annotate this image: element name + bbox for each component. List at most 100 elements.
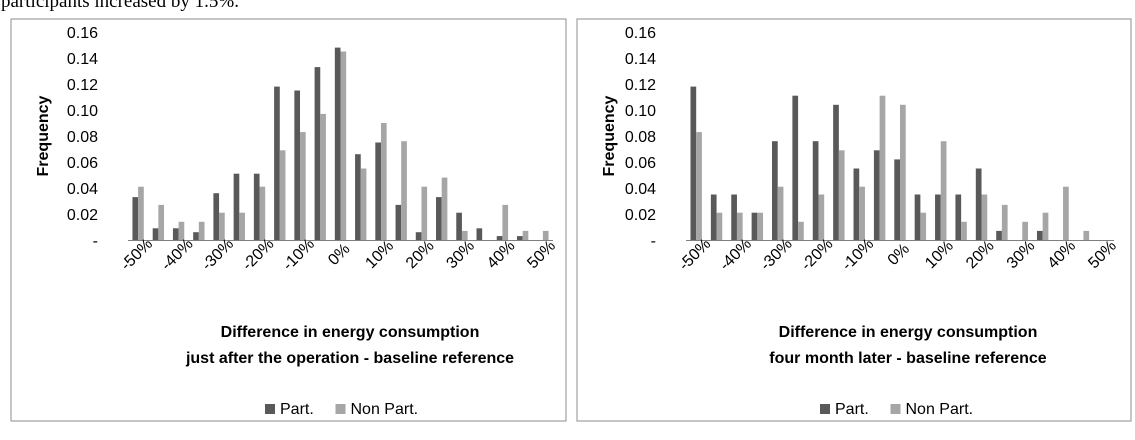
bar-non-part bbox=[757, 212, 764, 240]
bar-part bbox=[152, 228, 159, 240]
bar-part bbox=[132, 197, 139, 240]
y-axis-title: Frequency bbox=[601, 95, 618, 176]
legend-label-non-part: Non Part. bbox=[906, 401, 974, 418]
y-tick-label: 0.02 bbox=[625, 207, 656, 224]
bar-non-part bbox=[920, 212, 927, 240]
y-tick-label: 0.10 bbox=[67, 103, 98, 120]
x-axis-title-line2: just after the operation - baseline refe… bbox=[185, 350, 514, 367]
bar-part bbox=[914, 194, 921, 240]
bar-part bbox=[355, 154, 361, 240]
bar-part bbox=[213, 193, 220, 240]
bar-part bbox=[975, 168, 982, 240]
bar-non-part bbox=[461, 230, 468, 240]
y-tick-label: - bbox=[93, 233, 98, 250]
bar-non-part bbox=[879, 95, 886, 240]
bar-non-part bbox=[360, 168, 367, 240]
y-tick-label: 0.16 bbox=[625, 25, 656, 42]
legend-label-part: Part. bbox=[280, 401, 314, 418]
bar-part bbox=[334, 47, 341, 240]
bar-part bbox=[772, 141, 778, 240]
bar-part bbox=[731, 194, 737, 240]
x-axis-title-line1: Difference in energy consumption bbox=[221, 324, 480, 341]
chart-2: -0.020.040.060.080.100.120.140.16-50% -40… bbox=[576, 18, 1132, 422]
y-tick-label: 0.12 bbox=[67, 77, 98, 94]
bar-non-part bbox=[818, 194, 825, 240]
bar-part bbox=[710, 194, 717, 240]
bar-non-part bbox=[522, 230, 529, 240]
y-axis-title: Frequency bbox=[35, 95, 52, 176]
y-tick-label: 0.04 bbox=[67, 181, 98, 198]
bar-non-part bbox=[158, 204, 165, 240]
chart-panel bbox=[10, 18, 567, 422]
bar-part bbox=[274, 86, 280, 240]
bar-part bbox=[1036, 230, 1043, 240]
legend-swatch-part bbox=[820, 404, 830, 414]
bar-part bbox=[233, 173, 240, 240]
bar-non-part bbox=[1063, 186, 1069, 240]
y-tick-label: 0.10 bbox=[625, 103, 656, 120]
y-tick-label: 0.16 bbox=[67, 25, 98, 42]
bar-non-part bbox=[138, 186, 144, 240]
bar-non-part bbox=[259, 186, 266, 240]
bar-non-part bbox=[1022, 221, 1028, 240]
bar-non-part bbox=[542, 230, 549, 240]
y-tick-label: 0.08 bbox=[67, 129, 98, 146]
bar-part bbox=[172, 228, 179, 240]
bar-non-part bbox=[859, 186, 865, 240]
y-tick-label: - bbox=[651, 233, 656, 250]
bar-part bbox=[253, 173, 260, 240]
legend: Part. Non Part. bbox=[265, 401, 418, 418]
bar-part bbox=[833, 104, 839, 240]
bar-part bbox=[873, 150, 880, 240]
bar-part bbox=[690, 86, 697, 240]
legend-label-part: Part. bbox=[835, 401, 869, 418]
bar-part bbox=[294, 90, 301, 240]
bar-non-part bbox=[178, 221, 185, 240]
bar-non-part bbox=[239, 212, 245, 240]
bar-part bbox=[496, 236, 503, 240]
bar-part bbox=[395, 204, 402, 240]
y-tick-label: 0.08 bbox=[625, 129, 656, 146]
bar-non-part bbox=[300, 132, 306, 240]
bar-non-part bbox=[716, 212, 723, 240]
bar-part bbox=[792, 95, 799, 240]
bar-non-part bbox=[940, 141, 947, 240]
legend: Part. Non Part. bbox=[820, 401, 973, 418]
bar-non-part bbox=[696, 132, 702, 240]
bar-part bbox=[436, 197, 442, 240]
bar-non-part bbox=[1083, 230, 1090, 240]
bar-non-part bbox=[838, 150, 845, 240]
x-axis-title-line1: Difference in energy consumption bbox=[779, 324, 1038, 341]
bar-non-part bbox=[441, 177, 448, 240]
bar-non-part bbox=[279, 150, 286, 240]
bar-non-part bbox=[320, 113, 326, 240]
legend-label-non-part: Non Part. bbox=[351, 401, 419, 418]
bar-non-part bbox=[736, 212, 743, 240]
y-tick-label: 0.02 bbox=[67, 207, 98, 224]
y-tick-label: 0.06 bbox=[67, 155, 98, 172]
bar-non-part bbox=[380, 123, 387, 240]
bar-part bbox=[894, 159, 900, 240]
bar-non-part bbox=[502, 204, 509, 240]
bar-part bbox=[415, 232, 422, 240]
bar-non-part bbox=[798, 221, 804, 240]
bar-non-part bbox=[961, 221, 967, 240]
legend-swatch-non-part bbox=[890, 404, 901, 414]
bar-part bbox=[935, 194, 941, 240]
bar-part bbox=[314, 67, 321, 240]
bar-non-part bbox=[198, 221, 205, 240]
legend-swatch-non-part bbox=[335, 404, 346, 414]
bar-non-part bbox=[1042, 212, 1049, 240]
bar-non-part bbox=[340, 51, 347, 240]
intro-text: participants increased by 1.5%. bbox=[1, 0, 239, 12]
bar-non-part bbox=[421, 186, 428, 240]
bar-part bbox=[476, 228, 483, 240]
y-tick-label: 0.06 bbox=[625, 155, 656, 172]
y-tick-label: 0.14 bbox=[625, 51, 656, 68]
bar-non-part bbox=[900, 104, 906, 240]
x-axis-title-line2: four month later - baseline reference bbox=[769, 350, 1047, 367]
bar-part bbox=[751, 212, 758, 240]
bar-part bbox=[812, 141, 819, 240]
bar-non-part bbox=[401, 141, 407, 240]
